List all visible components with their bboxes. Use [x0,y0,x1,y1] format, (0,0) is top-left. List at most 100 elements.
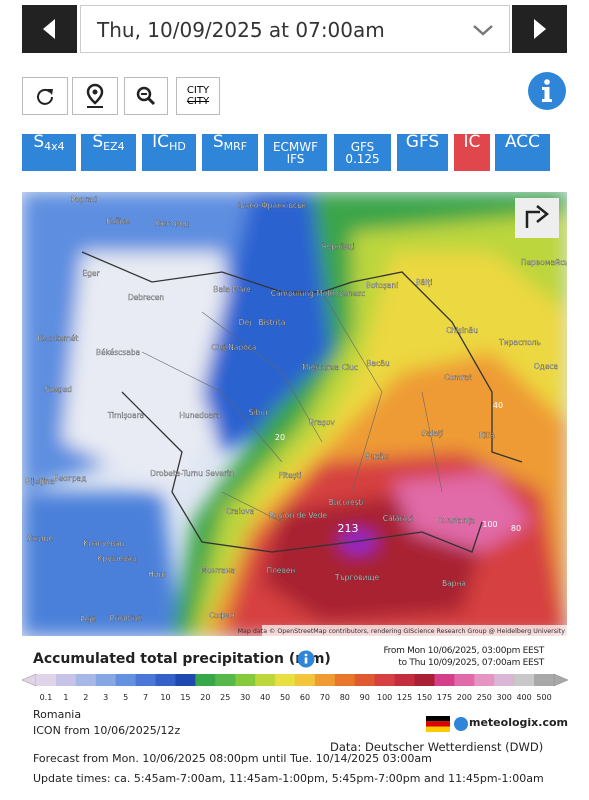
legend-value: 3 [103,693,108,702]
city-label: Bistrița [259,318,286,328]
legend-value: 30 [240,693,250,702]
model-name: ECMWF [272,139,319,154]
model-button[interactable]: S EZ4 [81,134,136,171]
legend-value: 80 [340,693,350,702]
next-button[interactable] [512,5,567,53]
city-label: Brașov [309,418,335,427]
city-label: Чернівці [321,242,354,251]
model-button[interactable]: S MRF [202,134,258,171]
model-name: GFS [350,139,375,154]
city-label: Sibiu [249,408,268,417]
city-label: CITY [186,85,210,96]
legend-swatch [75,674,97,686]
value-label: 213 [338,522,359,535]
city-label: Варна [442,579,466,588]
legend-value: 0.1 [40,693,53,702]
legend-value: 10 [160,693,170,702]
city-label: Pitești [279,471,302,480]
legend-swatch [215,674,236,686]
legend-swatch [314,674,336,686]
period-from: From Mon 10/06/2025, 03:00pm EEST [383,646,544,656]
legend-swatch [255,674,276,686]
forecast-period: Forecast from Mon. 10/06/2025 08:00pm un… [33,752,432,765]
legend-arrow [22,673,37,687]
legend-value: 15 [180,693,190,702]
city-label: Chișinău [446,326,478,335]
city-label: Câmpulung Moldovenesc [271,289,365,298]
city-label: София [209,611,235,620]
city-label: Botoșani [366,281,399,290]
city-label: Constanța [437,516,475,526]
refresh-button[interactable] [22,77,68,115]
city-label: Prishtinë [110,614,143,623]
legend-swatch [494,674,515,686]
city-label: Плевен [267,566,296,575]
model-button[interactable]: S 4x4 [22,134,76,171]
city-label: Timișoara [107,411,145,420]
city-label: Крушевац [97,554,137,563]
city-label: Baia Mare [213,285,251,294]
legend-swatch [354,674,376,686]
prev-button[interactable] [22,5,77,53]
legend-value: 60 [300,693,310,702]
city-label: Debrecen [128,293,164,302]
model-sub: HD [169,140,186,153]
legend-value: 400 [516,693,531,702]
share-button[interactable] [515,198,559,238]
legend-swatch [235,674,256,686]
legend-value: 100 [377,693,392,702]
location-button[interactable] [72,77,118,115]
model-button[interactable]: GFS [397,134,448,171]
city-label: Bălți [416,278,433,288]
city-button[interactable]: CITY CITY [176,77,220,115]
city-label: Одеса [534,362,558,371]
legend-swatch [195,674,216,686]
legend-value: 1 [63,693,68,702]
legend-swatch [55,674,77,686]
region: Romania [33,708,82,721]
legend-value: 70 [320,693,330,702]
legend-swatch [36,674,57,686]
data-source: Data: Deutscher Wetterdienst (DWD) [330,740,544,754]
legend-scale: 0.1 1 2 3 5 7 10 15 20 25 30 40 50 60 70 80 90 100 125 150 1… [22,673,568,702]
model-name: IC [152,132,170,152]
model-button[interactable]: IC [454,134,490,171]
legend-value: 500 [536,693,551,702]
legend-swatch [454,674,475,686]
attribution-bg [262,625,567,636]
value-label: 20 [275,433,285,442]
zoom-button[interactable] [124,77,168,115]
info-button[interactable] [527,71,567,111]
city-label: Београд [54,474,87,483]
legend-swatch [95,674,117,686]
legend-value: 20 [200,693,210,702]
legend-swatch [334,674,356,686]
legend-value: 300 [497,693,512,702]
legend-value: 200 [457,693,472,702]
city-label: Békéscsaba [96,348,140,357]
map: Poprad Košice Ужгород Івано-Франківськ Черні… [22,192,567,636]
city-label: Тирасполь [498,338,541,347]
city-label: Galați [421,429,443,439]
legend-swatch [295,674,316,686]
city-label: Cluj-Napoca [211,343,256,352]
date: Thu, 10/09/2025 at 07:00am [97,18,385,42]
legend-swatch [414,674,435,686]
date-select[interactable]: Thu, 10/09/2025 at 07:00am [80,5,510,53]
legend-value: 90 [360,693,370,702]
legend-swatch [534,674,555,686]
model-button[interactable]: ECMWF IFS [264,134,327,171]
period-to: to Thu 10/09/2025, 07:00am EEST [398,658,544,668]
city-label: Kecskemét [38,334,79,343]
city-label: Монтана [201,566,235,575]
legend-value: 50 [280,693,290,702]
model-button[interactable]: IC HD [142,134,196,171]
city-label: Miercurea Ciuc [302,363,358,372]
model-button[interactable]: GFS 0.125 [334,134,391,171]
legend-info[interactable] [297,650,315,668]
legend-value: 150 [417,693,432,702]
city-label: Ужице [27,534,53,543]
model-button[interactable]: ACC [495,134,550,171]
legend-title: Accumulated total precipitation (mm) [33,651,331,667]
model-sub: 0.125 [345,151,380,166]
